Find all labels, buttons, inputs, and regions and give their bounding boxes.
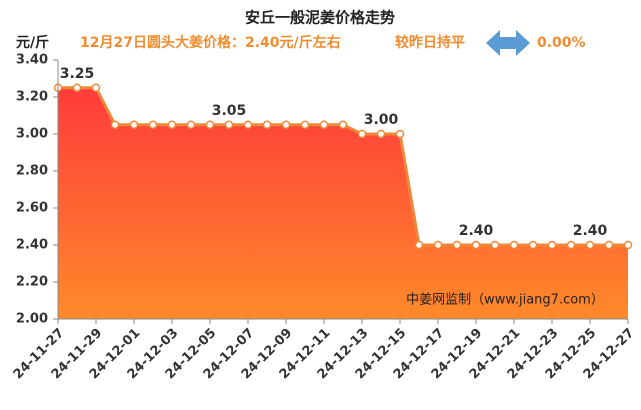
point (509, 240, 519, 250)
y-unit: 元/斤 (16, 34, 49, 51)
point (300, 120, 310, 129)
point (623, 240, 633, 250)
watermark: 中姜网监制（www.jiang7.com） (406, 293, 604, 308)
point (224, 120, 234, 129)
data-label: 3.05 (212, 103, 247, 119)
point (148, 120, 158, 129)
point (262, 120, 272, 129)
point (452, 240, 462, 250)
point (604, 240, 614, 250)
flat-arrow (486, 30, 530, 56)
point (91, 83, 101, 92)
y-tick-label: 2.00 (16, 312, 48, 327)
point (414, 240, 424, 250)
point (471, 240, 481, 250)
y-tick-label: 3.00 (16, 127, 48, 142)
point (585, 240, 595, 250)
change-text: 较昨日持平 (395, 34, 465, 51)
point (205, 120, 215, 129)
data-label: 3.00 (364, 112, 399, 128)
y-tick-label: 3.20 (16, 90, 48, 105)
data-label: 3.25 (60, 66, 95, 82)
point (357, 129, 367, 139)
y-tick-label: 2.60 (16, 201, 48, 216)
area (58, 87, 628, 319)
point (433, 240, 443, 250)
y-tick-label: 2.20 (16, 275, 48, 290)
point (376, 129, 386, 139)
point (72, 83, 82, 92)
point (547, 240, 557, 250)
chart-title: 安丘一般泥姜价格走势 (245, 9, 395, 27)
point (243, 120, 253, 129)
y-tick-label: 2.40 (16, 238, 48, 253)
data-label: 2.40 (459, 223, 494, 239)
y-tick-label: 2.80 (16, 164, 48, 179)
point (528, 240, 538, 250)
point (319, 120, 329, 129)
point (338, 120, 348, 129)
point (110, 120, 120, 129)
point (281, 120, 291, 129)
point (167, 120, 177, 129)
change-value: 0.00% (537, 35, 586, 51)
point (186, 120, 196, 129)
point (395, 129, 405, 139)
y-tick-label: 3.40 (16, 53, 48, 68)
point (490, 240, 500, 250)
point (566, 240, 576, 250)
subtitle: 12月27日圆头大姜价格：2.40元/斤左右 (80, 34, 341, 51)
data-label: 2.40 (573, 223, 608, 239)
point (129, 120, 139, 129)
